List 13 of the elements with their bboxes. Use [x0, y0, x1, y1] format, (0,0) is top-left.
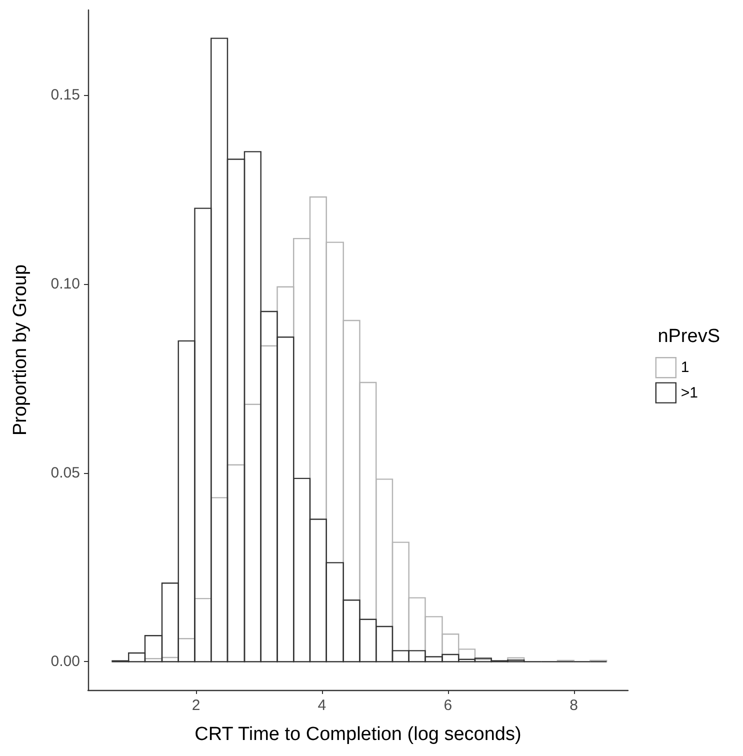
- y-tick-label: 0.00: [50, 653, 80, 670]
- legend-title: nPrevS: [658, 326, 720, 347]
- x-tick-label: 6: [444, 697, 452, 714]
- x-axis-title: CRT Time to Completion (log seconds): [194, 724, 522, 745]
- legend-label: 1: [680, 359, 690, 376]
- y-tick-label: 0.05: [50, 464, 80, 482]
- y-tick-label: 0.15: [50, 86, 80, 104]
- x-tick-label: 2: [192, 697, 200, 714]
- y-axis-title: Proportion by Group: [10, 264, 31, 436]
- x-tick-label: 4: [318, 697, 326, 714]
- y-tick-label: 0.10: [50, 275, 80, 292]
- x-tick-label: 8: [570, 697, 578, 714]
- legend-label: >1: [680, 384, 698, 402]
